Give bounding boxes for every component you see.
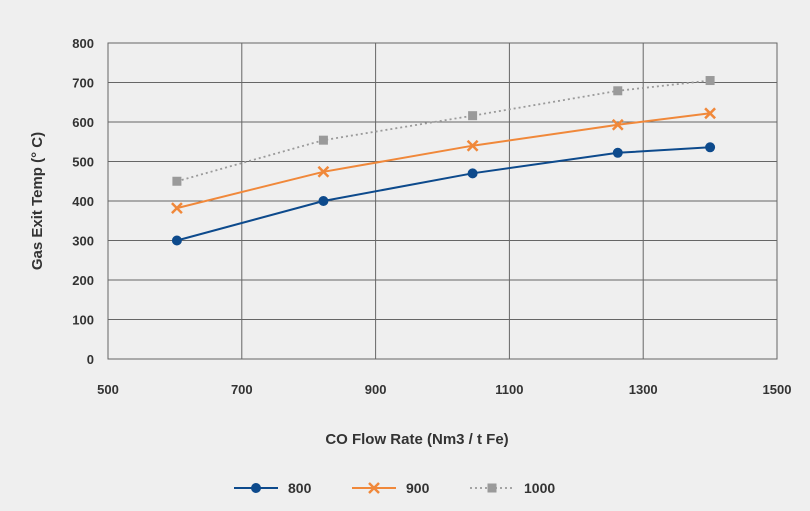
y-tick-label: 800 <box>72 36 94 51</box>
data-point <box>172 176 182 186</box>
x-tick-label: 1500 <box>763 382 792 397</box>
legend-item-1000: 1000 <box>470 480 555 496</box>
legend-marker <box>487 483 497 493</box>
data-point <box>317 165 330 178</box>
y-tick-label: 100 <box>72 313 94 328</box>
data-point <box>318 196 329 206</box>
legend-label: 800 <box>288 480 312 496</box>
data-point <box>705 76 715 86</box>
series-line-1000 <box>176 79 711 183</box>
y-axis-title: Gas Exit Temp (° C) <box>29 132 46 270</box>
x-tick-label: 900 <box>365 382 387 397</box>
y-tick-label: 200 <box>72 273 94 288</box>
x-tick-label: 1100 <box>495 382 523 397</box>
data-point <box>611 118 624 131</box>
data-point <box>612 147 623 158</box>
x-axis-title: CO Flow Rate (Nm3 / t Fe) <box>325 431 508 448</box>
legend-item-800: 800 <box>234 480 312 496</box>
legend-marker <box>251 483 261 493</box>
data-point <box>705 142 716 153</box>
x-tick-label: 700 <box>231 382 253 397</box>
legend-marker <box>368 482 380 494</box>
data-point <box>171 235 182 246</box>
x-tick-label: 1300 <box>629 382 658 397</box>
y-tick-label: 700 <box>72 76 94 91</box>
legend-label: 900 <box>406 480 430 496</box>
data-point <box>318 135 328 145</box>
data-point <box>171 202 183 214</box>
legend-item-900: 900 <box>352 480 430 496</box>
legend-label: 1000 <box>524 480 555 496</box>
y-tick-label: 400 <box>72 194 94 209</box>
legend: 800 900 1000 <box>234 480 555 496</box>
data-point <box>468 111 478 121</box>
y-tick-label: 0 <box>87 352 94 367</box>
y-tick-label: 300 <box>72 234 94 249</box>
series-800 <box>171 142 716 246</box>
data-point <box>613 86 623 96</box>
series <box>171 76 716 246</box>
grid <box>107 42 778 360</box>
x-tick-label: 500 <box>97 382 119 397</box>
y-tick-label: 600 <box>72 115 94 130</box>
data-point <box>467 168 478 179</box>
axes: 0 100 200 300 400 500 600 700 800 500 700 900 1100 13… <box>72 36 791 397</box>
y-tick-label: 500 <box>72 155 94 170</box>
series-1000 <box>172 76 715 186</box>
series-900 <box>171 107 716 214</box>
data-point <box>466 139 479 152</box>
data-point <box>704 107 716 120</box>
